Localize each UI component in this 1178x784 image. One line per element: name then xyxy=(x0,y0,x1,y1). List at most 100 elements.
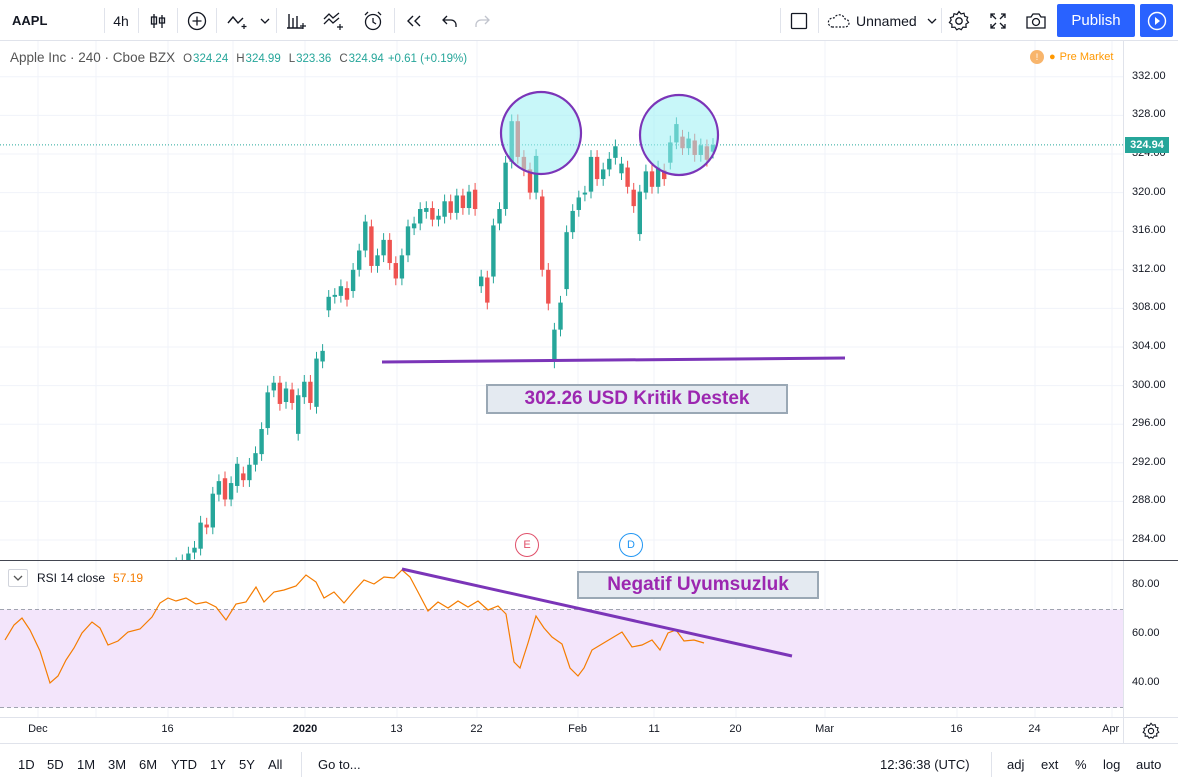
divergence-annotation[interactable]: Negatif Uyumsuzluk xyxy=(577,571,819,599)
range-5y-button[interactable]: 5Y xyxy=(239,756,255,772)
candle-body xyxy=(479,276,484,287)
rsi-axis[interactable]: 80.00 60.00 40.00 xyxy=(1123,561,1178,717)
candle-body xyxy=(308,381,313,403)
earnings-event-marker[interactable]: E xyxy=(515,533,539,557)
bar-chart-icon[interactable] xyxy=(281,0,313,41)
candle-body xyxy=(283,388,289,403)
candle-body xyxy=(594,156,600,180)
candle-body xyxy=(338,286,344,296)
alert-icon[interactable] xyxy=(357,0,389,41)
time-tick-label: 11 xyxy=(648,723,660,735)
candle-body xyxy=(320,350,325,362)
range-6m-button[interactable]: 6M xyxy=(139,756,158,772)
chevron-down-icon[interactable] xyxy=(256,0,274,41)
candle-body xyxy=(631,189,636,207)
candle-body xyxy=(418,209,423,224)
add-compare-icon[interactable] xyxy=(181,0,213,41)
range-all-button[interactable]: All xyxy=(268,756,283,772)
chevron-down-icon xyxy=(927,17,937,25)
toolbar-divider xyxy=(301,752,302,777)
candle-body xyxy=(399,255,405,279)
close-value: 324.94 xyxy=(348,53,384,65)
range-5d-button[interactable]: 5D xyxy=(47,756,64,772)
toolbar-divider xyxy=(394,8,395,33)
log-toggle[interactable]: log xyxy=(1103,756,1121,772)
range-ytd-button[interactable]: YTD xyxy=(171,756,197,772)
chevron-down-icon[interactable] xyxy=(8,569,28,587)
dividend-event-marker[interactable]: D xyxy=(619,533,643,557)
redo-icon[interactable] xyxy=(466,0,498,41)
auto-toggle[interactable]: auto xyxy=(1136,756,1162,772)
support-annotation[interactable]: 302.26 USD Kritik Destek xyxy=(486,384,788,414)
candle-body xyxy=(442,201,447,217)
candle-body xyxy=(546,269,551,304)
candle-body xyxy=(497,209,502,224)
candle-body xyxy=(613,146,618,158)
interval-button[interactable]: 4h xyxy=(113,12,129,29)
settings-icon[interactable] xyxy=(943,0,975,41)
ext-toggle[interactable]: ext xyxy=(1041,756,1059,772)
snapshot-icon[interactable] xyxy=(1020,0,1052,41)
candle-body xyxy=(582,192,588,195)
candle-body xyxy=(247,464,252,481)
price-tick-label: 328.00 xyxy=(1132,108,1166,121)
time-tick-label: 2020 xyxy=(292,723,318,735)
price-pane[interactable] xyxy=(0,41,1123,560)
candle-body xyxy=(662,170,667,180)
axis-settings-icon[interactable] xyxy=(1123,717,1178,743)
candle-body xyxy=(277,382,283,404)
goto-date-button[interactable]: Go to... xyxy=(318,756,361,772)
range-1d-button[interactable]: 1D xyxy=(18,756,35,772)
replay-icon[interactable] xyxy=(398,0,430,41)
time-axis[interactable]: Dec 16 2020 13 22 Feb 11 20 Mar 16 24 Apr xyxy=(0,717,1123,743)
time-tick-label: 16 xyxy=(950,723,963,735)
checkbox-icon[interactable] xyxy=(784,0,814,41)
candle-body xyxy=(228,483,234,500)
layout-name-button[interactable]: Unnamed xyxy=(822,0,940,41)
candlestick-chart[interactable] xyxy=(0,41,1123,560)
rsi-tick-label: 80.00 xyxy=(1132,578,1160,590)
percent-toggle[interactable]: % xyxy=(1075,756,1087,772)
undo-icon[interactable] xyxy=(434,0,466,41)
candle-body xyxy=(558,302,563,330)
time-tick-label: Apr xyxy=(1102,723,1120,735)
candle-body xyxy=(363,221,368,251)
adj-toggle[interactable]: adj xyxy=(1007,756,1025,772)
candle-body xyxy=(655,167,661,187)
series-title: Apple Inc · 240 · Cboe BZX xyxy=(10,50,176,65)
play-icon[interactable] xyxy=(1140,4,1173,37)
price-tick-label: 288.00 xyxy=(1132,494,1166,507)
price-tick-label: 296.00 xyxy=(1132,417,1166,430)
premarket-status[interactable]: ! ● Pre Market xyxy=(1030,50,1113,64)
toolbar-divider xyxy=(216,8,217,33)
rsi-band xyxy=(0,609,1123,708)
indicators-icon[interactable] xyxy=(222,0,254,41)
divergence-trendline xyxy=(401,567,793,658)
candle-body xyxy=(485,277,490,303)
financials-icon[interactable] xyxy=(318,0,350,41)
candle-body xyxy=(314,358,319,407)
time-tick-label: Dec xyxy=(28,723,48,735)
candle-body xyxy=(241,473,246,481)
clock-timezone-button[interactable]: 12:36:38 (UTC) xyxy=(880,756,970,772)
candle-body xyxy=(601,169,606,180)
top-toolbar: AAPL 4h xyxy=(0,0,1178,41)
candle-body xyxy=(448,201,453,213)
publish-button[interactable]: Publish xyxy=(1057,4,1135,37)
pane-separator[interactable] xyxy=(0,560,1178,561)
candle-body xyxy=(198,522,203,549)
rsi-pane[interactable] xyxy=(0,561,1123,717)
price-tick-label: 300.00 xyxy=(1132,378,1166,391)
candles-icon[interactable] xyxy=(142,0,174,41)
bottom-toolbar: 1D 5D 1M 3M 6M YTD 1Y 5Y All Go to... 12… xyxy=(0,743,1178,784)
range-3m-button[interactable]: 3M xyxy=(108,756,127,772)
range-1m-button[interactable]: 1M xyxy=(77,756,96,772)
symbol-search-button[interactable]: AAPL xyxy=(12,13,48,28)
price-axis[interactable]: 332.00 328.00 324.00 320.00 316.00 312.00 308.… xyxy=(1123,41,1178,560)
range-1y-button[interactable]: 1Y xyxy=(210,756,226,772)
candle-body xyxy=(332,294,337,297)
candle-body xyxy=(344,288,350,300)
rsi-chart[interactable] xyxy=(0,561,1123,717)
candle-body xyxy=(375,255,380,266)
fullscreen-icon[interactable] xyxy=(982,0,1014,41)
